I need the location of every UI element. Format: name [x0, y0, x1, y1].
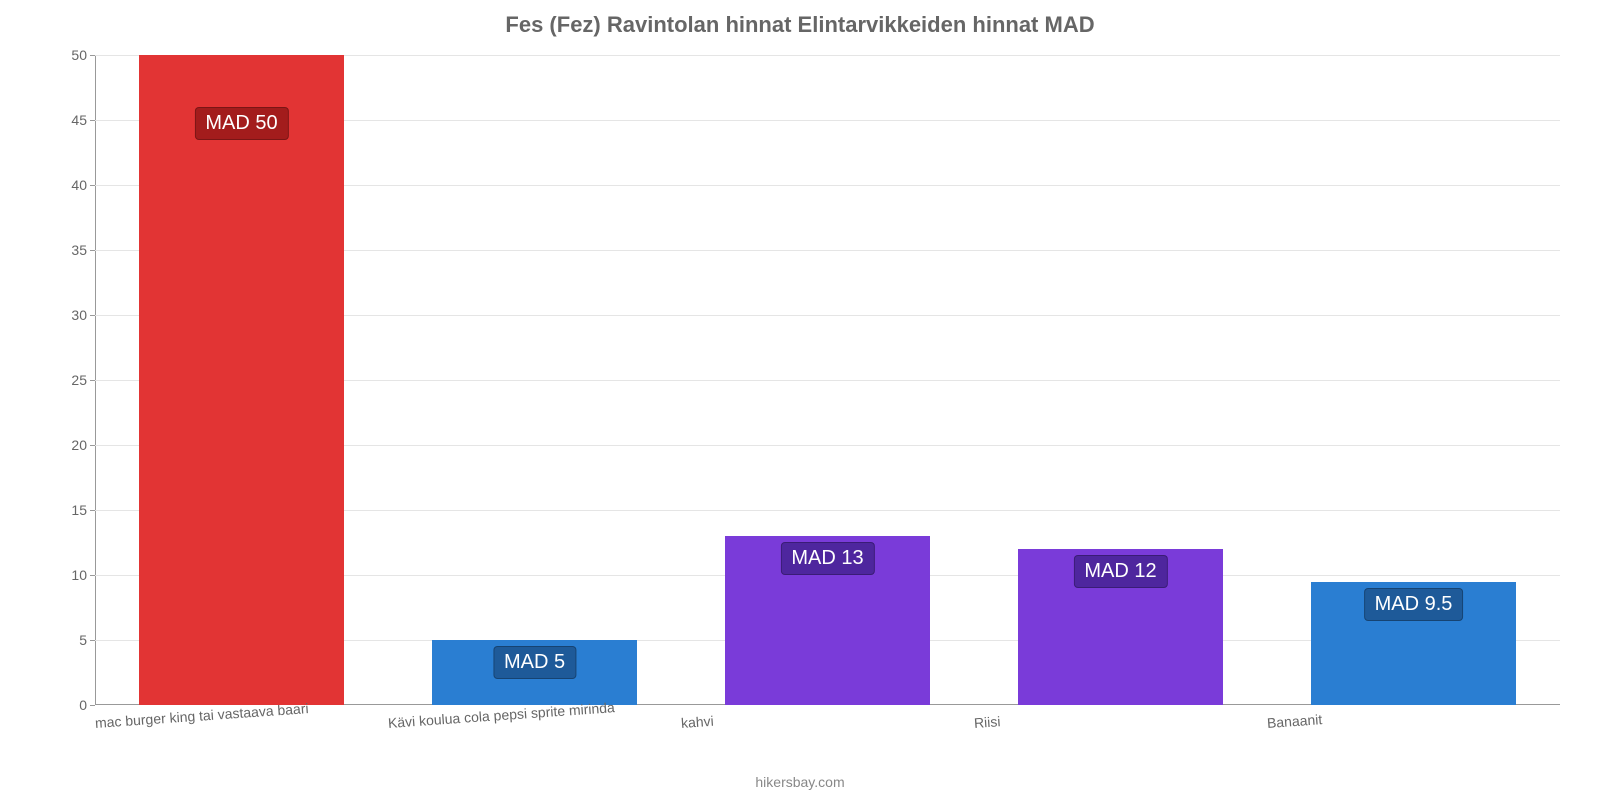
- x-tick-label: kahvi: [680, 713, 714, 731]
- bar-value-badge: MAD 12: [1073, 555, 1167, 588]
- y-tick-label: 15: [71, 502, 87, 518]
- y-tick-label: 45: [71, 112, 87, 128]
- attribution-text: hikersbay.com: [0, 774, 1600, 790]
- bar-slot: [388, 55, 681, 705]
- y-tick-label: 10: [71, 567, 87, 583]
- bars-layer: MAD 50 MAD 5 MAD 13 MAD 12 MAD 9.5: [95, 55, 1560, 705]
- x-tick-label: Riisi: [973, 713, 1001, 731]
- chart-title: Fes (Fez) Ravintolan hinnat Elintarvikke…: [0, 12, 1600, 38]
- x-tick-label: Banaanit: [1266, 711, 1322, 731]
- y-tick-label: 30: [71, 307, 87, 323]
- bar-value-badge: MAD 9.5: [1364, 588, 1464, 621]
- y-tick-label: 0: [79, 697, 87, 713]
- y-tick-label: 5: [79, 632, 87, 648]
- bar-value-badge: MAD 13: [780, 542, 874, 575]
- y-tick-label: 35: [71, 242, 87, 258]
- y-tick-mark: [90, 705, 95, 706]
- bar-value-badge: MAD 5: [493, 646, 576, 679]
- y-tick-label: 25: [71, 372, 87, 388]
- plot-area: 05101520253035404550 MAD 50MAD 5MAD 13MA…: [95, 55, 1560, 705]
- bar: [139, 55, 344, 705]
- price-chart: Fes (Fez) Ravintolan hinnat Elintarvikke…: [0, 0, 1600, 800]
- bar-value-badge: MAD 50: [194, 107, 288, 140]
- y-tick-label: 40: [71, 177, 87, 193]
- y-tick-label: 20: [71, 437, 87, 453]
- y-tick-label: 50: [71, 47, 87, 63]
